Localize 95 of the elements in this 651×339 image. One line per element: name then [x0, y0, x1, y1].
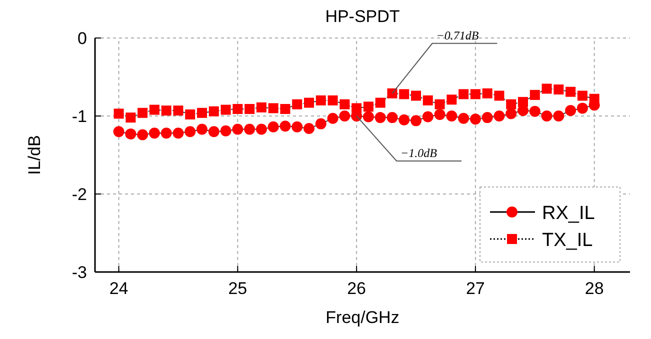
point: [434, 99, 445, 110]
point: [565, 105, 576, 116]
point: [482, 88, 492, 98]
point: [542, 84, 552, 94]
x-tick-label: 24: [109, 279, 128, 298]
point: [315, 118, 326, 130]
point: [208, 106, 219, 116]
annotation: −0.71dB: [436, 28, 480, 42]
chart-title: HP-SPDT: [325, 7, 400, 26]
point: [256, 124, 267, 135]
point: [530, 90, 540, 100]
point: [411, 90, 421, 101]
point: [125, 128, 136, 140]
annotation: −1.0dB: [400, 146, 438, 160]
point: [506, 99, 516, 110]
point: [196, 124, 208, 135]
point: [304, 98, 314, 108]
point: [399, 89, 410, 100]
x-tick-label: 26: [347, 279, 366, 298]
y-axis-title: IL/dB: [25, 135, 44, 175]
point: [244, 104, 255, 114]
point: [280, 120, 291, 132]
point: [304, 122, 314, 134]
point: [410, 115, 422, 126]
point: [184, 126, 196, 138]
y-tick-label: 0: [78, 29, 87, 48]
point: [494, 110, 505, 122]
point: [328, 95, 338, 106]
point: [554, 84, 564, 94]
y-tick-label: -1: [72, 107, 87, 126]
point: [566, 86, 576, 97]
point: [220, 125, 232, 136]
point: [137, 129, 148, 140]
point: [506, 108, 517, 120]
point: [458, 112, 470, 124]
point: [327, 112, 338, 124]
point: [374, 112, 386, 124]
point: [268, 103, 278, 114]
point: [529, 106, 540, 117]
point: [363, 102, 374, 112]
point: [577, 90, 588, 101]
point: [518, 96, 528, 107]
point: [220, 104, 231, 115]
point: [576, 102, 588, 114]
point: [173, 106, 184, 116]
point: [434, 108, 446, 120]
point: [339, 110, 350, 122]
point: [589, 94, 600, 104]
point: [113, 126, 124, 138]
point: [292, 121, 303, 132]
point: [244, 124, 256, 135]
point: [422, 95, 433, 106]
point: [149, 104, 160, 115]
point: [268, 121, 279, 132]
point: [470, 89, 480, 100]
point: [292, 99, 302, 110]
legend-label: TX_IL: [542, 230, 593, 251]
point: [256, 102, 266, 112]
point: [362, 111, 374, 122]
point: [232, 104, 243, 114]
point: [541, 110, 552, 122]
point: [185, 109, 196, 120]
point: [494, 90, 504, 101]
point: [375, 98, 386, 108]
point: [553, 110, 564, 122]
point: [172, 128, 184, 139]
point: [148, 128, 160, 139]
point: [340, 99, 350, 110]
point: [232, 124, 244, 135]
legend-label: RX_IL: [542, 203, 595, 224]
point: [197, 108, 207, 118]
point: [482, 112, 493, 124]
y-tick-label: -2: [72, 185, 87, 204]
point: [398, 114, 410, 126]
point: [387, 88, 398, 98]
point: [422, 111, 434, 122]
point: [280, 104, 290, 114]
point: [470, 114, 481, 125]
point: [386, 112, 398, 124]
x-tick-label: 28: [584, 279, 604, 298]
x-tick-label: 27: [466, 279, 485, 298]
y-tick-label: -3: [72, 263, 87, 282]
point: [160, 128, 172, 139]
point: [126, 112, 136, 123]
point: [446, 110, 458, 122]
x-axis-title: Freq/GHz: [326, 308, 400, 327]
point: [114, 108, 124, 119]
point: [138, 108, 148, 118]
point: [458, 89, 469, 100]
x-tick-label: 25: [228, 279, 248, 298]
point: [352, 103, 362, 114]
point: [316, 95, 326, 106]
point: [208, 126, 220, 138]
point: [446, 94, 457, 105]
point: [161, 106, 172, 116]
